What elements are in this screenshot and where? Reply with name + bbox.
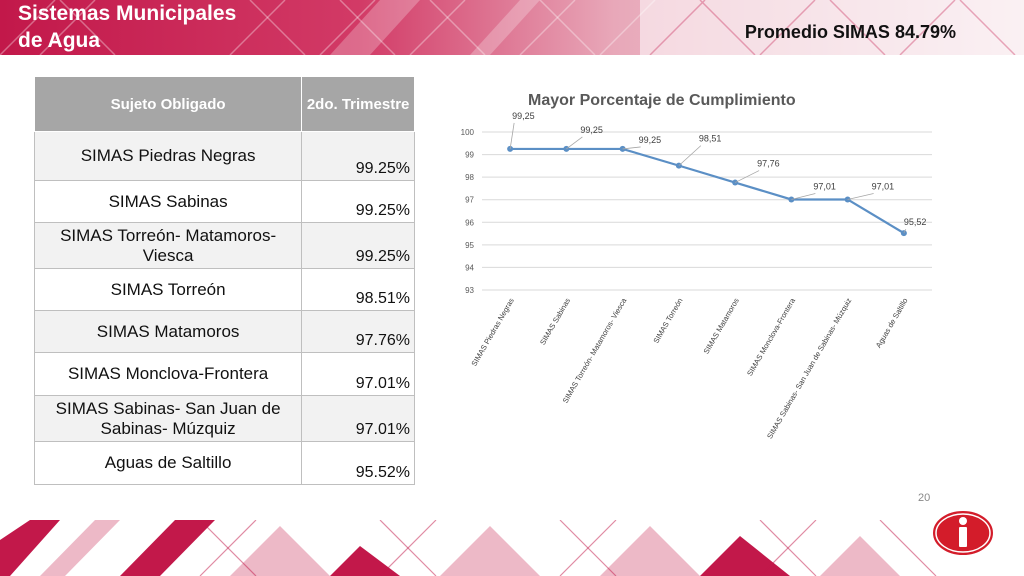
chart-svg: 93 94 95 96 97 98 99 100 99,25 99,25 99,25 98,51 97,… bbox=[461, 111, 932, 440]
leader-line bbox=[903, 228, 907, 234]
y-tick-label: 97 bbox=[465, 196, 474, 205]
y-tick-label: 98 bbox=[465, 173, 474, 182]
page-title-line2: de Agua bbox=[18, 29, 101, 52]
table-row: SIMAS Piedras Negras 99.25% bbox=[33, 131, 415, 181]
x-tick-label: Aguas de Saltillo bbox=[874, 297, 910, 350]
row-name: SIMAS Sabinas- San Juan de Sabinas- Múzq… bbox=[33, 395, 303, 442]
series-line bbox=[510, 147, 905, 235]
leader-line bbox=[678, 145, 702, 166]
y-tick-label: 94 bbox=[465, 263, 474, 272]
row-value: 99.25% bbox=[301, 131, 415, 181]
table-row: SIMAS Sabinas 99.25% bbox=[33, 180, 415, 223]
y-tick-label: 99 bbox=[465, 151, 474, 160]
line-chart: Mayor Porcentaje de Cumplimiento 93 94 95 9… bbox=[440, 84, 960, 484]
row-value: 99.25% bbox=[301, 180, 415, 223]
data-label: 99,25 bbox=[639, 135, 662, 145]
row-name: SIMAS Piedras Negras bbox=[33, 131, 303, 181]
y-tick-label: 96 bbox=[465, 218, 474, 227]
leader-line bbox=[622, 146, 641, 150]
compliance-table: Sujeto Obligado 2do. Trimestre SIMAS Pie… bbox=[33, 76, 415, 485]
page-title: Sistemas Municipales de Agua bbox=[18, 0, 318, 54]
row-value: 99.25% bbox=[301, 222, 415, 269]
table-row: Aguas de Saltillo 95.52% bbox=[33, 441, 415, 485]
y-tick-label: 100 bbox=[461, 128, 475, 137]
footer-pattern bbox=[0, 520, 1024, 576]
data-label: 95,52 bbox=[904, 217, 927, 227]
data-label: 97,01 bbox=[872, 181, 895, 191]
data-label: 99,25 bbox=[512, 111, 535, 121]
page-title-line1: Sistemas Municipales bbox=[18, 2, 237, 25]
x-tick-label: SIMAS Sabinas bbox=[538, 296, 572, 346]
row-name: Aguas de Saltillo bbox=[33, 441, 303, 485]
table-row: SIMAS Matamoros 97.76% bbox=[33, 310, 415, 353]
row-name: SIMAS Torreón- Matamoros- Viesca bbox=[33, 222, 303, 269]
data-label: 98,51 bbox=[699, 134, 722, 144]
x-tick-label: SIMAS Monclova-Frontera bbox=[745, 296, 797, 378]
row-value: 97.01% bbox=[301, 395, 415, 442]
x-tick-label: SIMAS Torreón bbox=[651, 297, 684, 345]
data-label: 97,76 bbox=[757, 159, 780, 169]
x-tick-label: SIMAS Matamoros bbox=[702, 296, 741, 355]
x-tick-label: SIMAS Torreón- Matamoros- Viesca bbox=[561, 296, 629, 405]
row-value: 98.51% bbox=[301, 268, 415, 311]
y-tick-label: 95 bbox=[465, 241, 474, 250]
leader-line bbox=[509, 122, 515, 149]
table-row: SIMAS Torreón- Matamoros- Viesca 99.25% bbox=[33, 222, 415, 269]
header-quarter: 2do. Trimestre bbox=[301, 76, 415, 132]
row-value: 95.52% bbox=[301, 441, 415, 485]
table-header-row: Sujeto Obligado 2do. Trimestre bbox=[33, 76, 415, 132]
row-value: 97.76% bbox=[301, 310, 415, 353]
leader-line bbox=[566, 136, 583, 150]
table-row: SIMAS Torreón 98.51% bbox=[33, 268, 415, 311]
row-name: SIMAS Torreón bbox=[33, 268, 303, 311]
table-row: SIMAS Sabinas- San Juan de Sabinas- Múzq… bbox=[33, 395, 415, 442]
chart-title: Mayor Porcentaje de Cumplimiento bbox=[528, 92, 796, 109]
table-row: SIMAS Monclova-Frontera 97.01% bbox=[33, 352, 415, 396]
row-name: SIMAS Sabinas bbox=[33, 180, 303, 223]
page-number: 20 bbox=[918, 492, 931, 504]
leader-line bbox=[734, 170, 760, 183]
header-pattern bbox=[0, 0, 1024, 55]
data-label: 97,01 bbox=[813, 181, 836, 191]
y-tick-label: 93 bbox=[465, 286, 474, 295]
info-logo-icon bbox=[931, 509, 995, 557]
leader-line bbox=[791, 193, 816, 200]
leader-line bbox=[847, 193, 874, 200]
x-tick-label: SIMAS Piedras Negras bbox=[470, 296, 516, 367]
row-name: SIMAS Matamoros bbox=[33, 310, 303, 353]
header-subject: Sujeto Obligado bbox=[33, 76, 303, 132]
data-label: 99,25 bbox=[580, 125, 603, 135]
average-label: Promedio SIMAS 84.79% bbox=[744, 22, 956, 42]
row-name: SIMAS Monclova-Frontera bbox=[33, 352, 303, 396]
row-value: 97.01% bbox=[301, 352, 415, 396]
